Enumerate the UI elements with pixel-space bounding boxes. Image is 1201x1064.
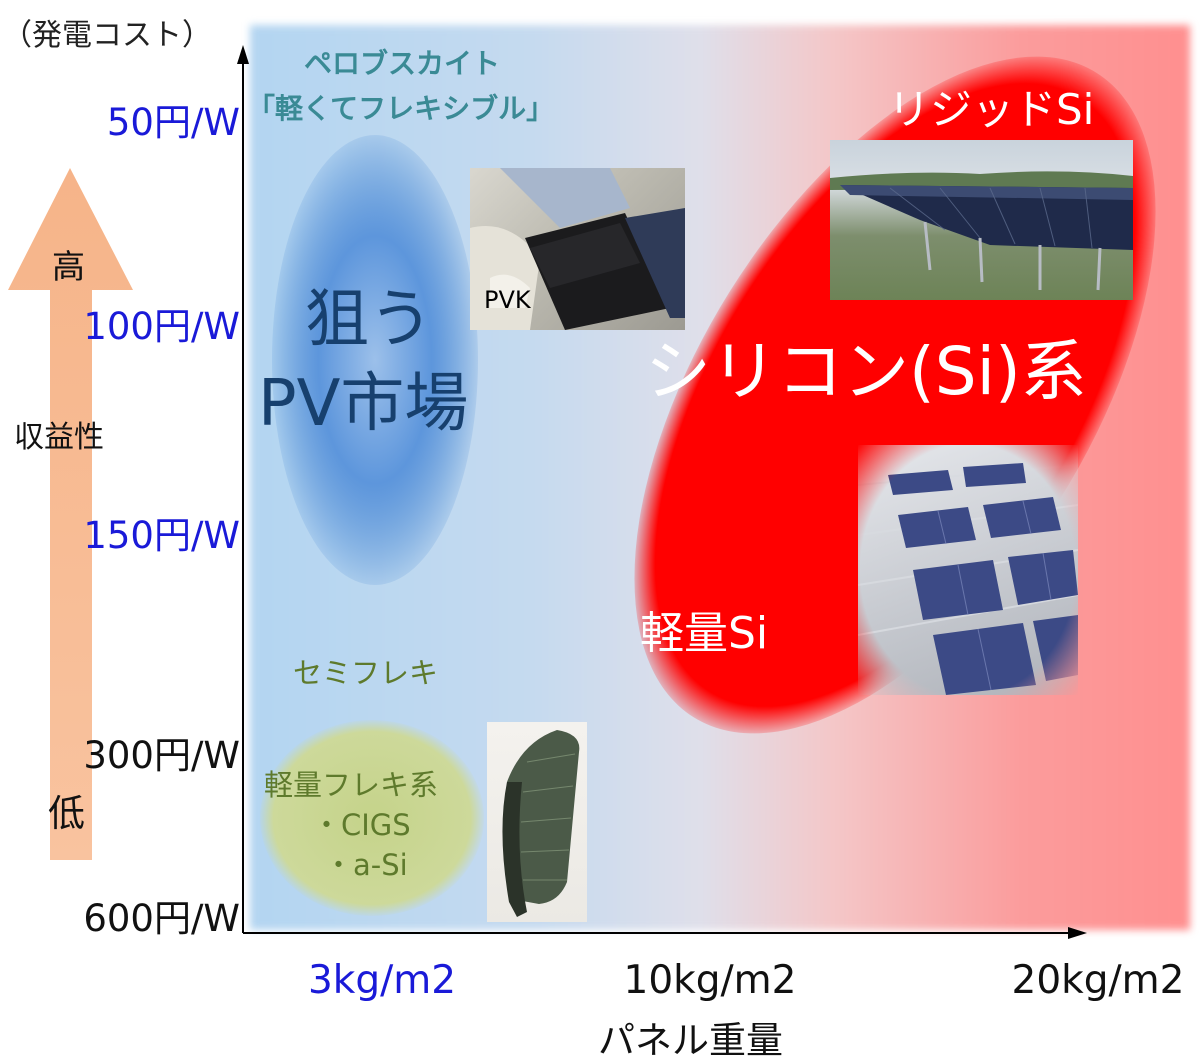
profit-arrow (8, 168, 133, 860)
light-si-photo (858, 445, 1078, 695)
x-axis-label: パネル重量 (598, 1019, 783, 1062)
x-tick-label: 3kg/m2 (307, 958, 457, 1003)
y-axis-label: （発電コスト） (2, 18, 212, 53)
y-tick-label: 50円/W (106, 101, 240, 144)
y-tick-label: 600円/W (83, 897, 240, 940)
flex-module-photo (487, 722, 587, 922)
target-market-line1: 狙う (305, 283, 433, 357)
silicon-family-label: シリコン(Si)系 (645, 333, 1087, 410)
pvk-label: PVK (484, 286, 531, 314)
profit-label: 収益性 (14, 420, 104, 455)
asi-label: ・a-Si (324, 848, 408, 882)
y-tick-label: 100円/W (83, 305, 240, 348)
cigs-label: ・CIGS (312, 808, 411, 842)
semi-flex-label: セミフレキ (293, 656, 439, 690)
light-si-label: 軽量Si (640, 608, 769, 659)
x-tick-label: 20kg/m2 (1011, 958, 1185, 1003)
pvk-photo: PVK (470, 168, 685, 330)
y-axis-arrowhead (237, 45, 249, 64)
profit-high-label: 高 (52, 247, 85, 286)
x-axis-arrowhead (1068, 927, 1087, 939)
perovskite-title: ペロブスカイト (304, 47, 501, 80)
profit-low-label: 低 (48, 792, 85, 835)
y-tick-label: 150円/W (83, 514, 240, 557)
target-market-ellipse (272, 135, 478, 585)
target-market-line2: PV市場 (258, 367, 469, 441)
rigid-si-photo (830, 140, 1133, 300)
light-flex-label: 軽量フレキ系 (264, 768, 439, 802)
y-tick-label: 300円/W (83, 734, 240, 777)
rigid-si-label: リジッドSi (888, 85, 1095, 134)
perovskite-subtitle: 「軽くてフレキシブル」 (247, 92, 555, 125)
x-tick-label: 10kg/m2 (623, 958, 797, 1003)
light-flex-ellipse (260, 720, 484, 916)
